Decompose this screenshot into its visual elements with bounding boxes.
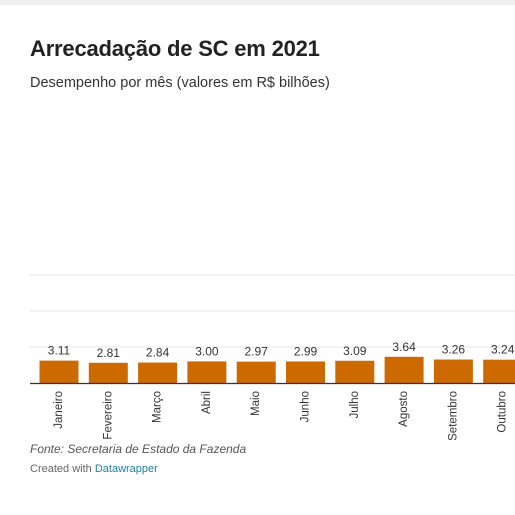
top-bar xyxy=(0,0,515,5)
value-label: 3.11 xyxy=(48,344,71,358)
value-labels: 3.11 2.81 2.84 3.00 2.97 2.99 3.09 3.64 3.26 3.24 xyxy=(48,340,515,360)
value-label: 3.26 xyxy=(442,343,466,357)
value-label: 3.64 xyxy=(392,340,416,354)
category-label: Março xyxy=(152,391,164,423)
value-label: 2.81 xyxy=(97,346,121,360)
source-note: Fonte: Secretaria de Estado da Fazenda xyxy=(30,442,247,456)
category-label: Outubro xyxy=(497,391,509,433)
chart-subtitle: Desempenho por mês (valores em R$ bilhõe… xyxy=(30,75,330,91)
grid-lines xyxy=(30,274,515,348)
bar-chart: 3.11 2.81 2.84 3.00 2.97 2.99 3.09 3.64 3.26 3.24… xyxy=(30,274,515,440)
bar-outubro[interactable] xyxy=(483,359,515,383)
category-label: Agosto xyxy=(398,391,410,427)
category-labels: Janeiro Fevereiro Março Abril Maio Junho Julho… xyxy=(53,391,509,440)
bar-setembro[interactable] xyxy=(433,359,473,383)
bars xyxy=(39,356,515,383)
category-label: Maio xyxy=(250,391,262,416)
datawrapper-link[interactable]: Datawrapper xyxy=(94,463,158,475)
category-label: Setembro xyxy=(447,391,459,440)
bar-agosto[interactable] xyxy=(384,356,424,383)
bar-março[interactable] xyxy=(138,362,178,383)
bar-janeiro[interactable] xyxy=(39,360,79,383)
category-label: Janeiro xyxy=(53,391,65,429)
category-label: Abril xyxy=(201,391,213,414)
category-label: Fevereiro xyxy=(102,391,114,440)
category-label: Junho xyxy=(300,391,312,422)
bar-abril[interactable] xyxy=(187,361,227,383)
chart-title: Arrecadação de SC em 2021 xyxy=(30,36,320,61)
value-label: 2.97 xyxy=(245,345,269,359)
value-label: 3.09 xyxy=(343,344,367,358)
bar-maio[interactable] xyxy=(236,361,276,383)
value-label: 2.84 xyxy=(146,346,170,360)
credit-line: Created with Datawrapper xyxy=(30,463,158,475)
bar-fevereiro[interactable] xyxy=(88,362,128,383)
bar-junho[interactable] xyxy=(286,361,325,383)
bar-julho[interactable] xyxy=(335,360,375,383)
value-label: 3.00 xyxy=(195,344,219,358)
credit-prefix: Created with xyxy=(30,463,92,475)
value-label: 3.24 xyxy=(491,343,515,357)
category-label: Julho xyxy=(349,391,361,419)
value-label: 2.99 xyxy=(294,344,318,358)
